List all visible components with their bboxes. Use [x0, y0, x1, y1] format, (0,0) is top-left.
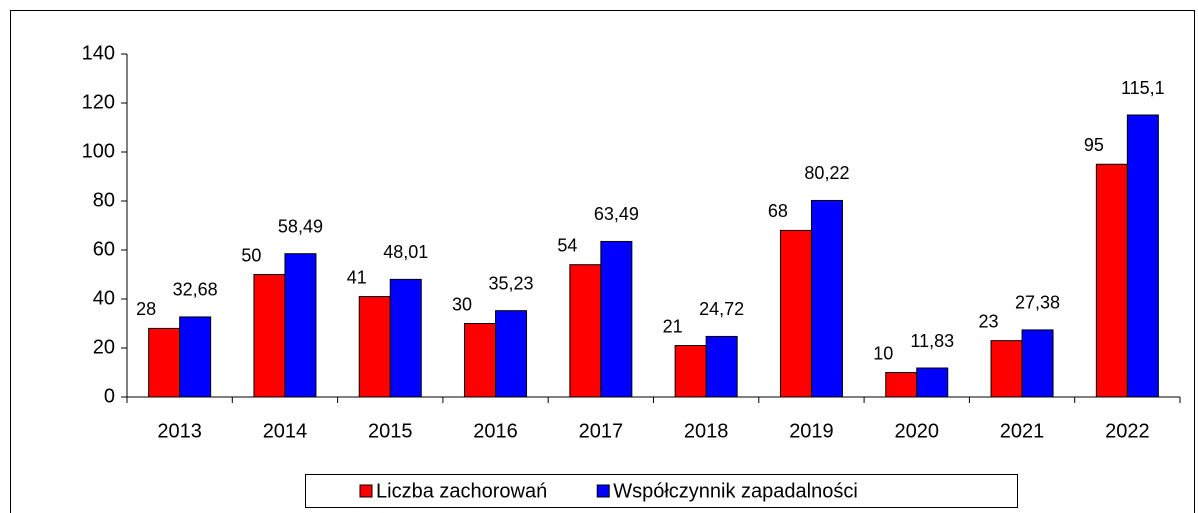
data-label: 95 [1084, 135, 1104, 155]
data-label: 58,49 [278, 216, 323, 236]
data-label: 32,68 [173, 280, 218, 300]
y-tick-label: 0 [104, 385, 115, 407]
bar [779, 229, 812, 398]
bar [569, 264, 602, 398]
bar [1095, 163, 1128, 398]
y-tick-label: 120 [82, 91, 115, 113]
data-label: 63,49 [594, 204, 639, 224]
bar [600, 240, 633, 398]
legend-label: Liczba zachorowań [376, 480, 547, 502]
data-label: 21 [663, 316, 683, 336]
bar [284, 253, 317, 398]
data-label: 30 [452, 294, 472, 314]
data-label: 27,38 [1015, 293, 1060, 313]
legend-box [305, 474, 1018, 508]
y-tick-label: 100 [82, 140, 115, 162]
data-label: 68 [768, 201, 788, 221]
data-label: 24,72 [699, 299, 744, 319]
bar [464, 323, 497, 398]
y-tick-label: 60 [93, 238, 115, 260]
bar [705, 335, 738, 398]
legend-swatch [359, 484, 373, 498]
x-tick-label: 2020 [895, 420, 940, 442]
bar [885, 372, 918, 398]
data-label: 41 [347, 267, 367, 287]
data-label: 115,1 [1121, 78, 1165, 98]
data-label: 54 [557, 235, 577, 255]
data-label: 50 [241, 245, 261, 265]
bar [358, 296, 391, 398]
bar [1021, 329, 1054, 398]
bar [674, 345, 707, 398]
x-tick-label: 2021 [1000, 420, 1045, 442]
x-tick-label: 2022 [1105, 420, 1150, 442]
y-tick-label: 140 [82, 42, 115, 64]
data-label: 48,01 [383, 242, 428, 262]
data-label: 28 [136, 299, 156, 319]
data-label: 10 [873, 343, 893, 363]
x-tick-label: 2015 [368, 420, 413, 442]
bar [810, 199, 843, 398]
bar [990, 340, 1023, 398]
legend-label: Współczynnik zapadalności [613, 480, 858, 502]
y-tick-label: 80 [93, 189, 115, 211]
data-label: 23 [979, 311, 999, 331]
x-tick-label: 2018 [684, 420, 729, 442]
x-tick-label: 2014 [263, 420, 308, 442]
bar [148, 327, 181, 398]
legend-swatch [596, 484, 610, 498]
data-label: 35,23 [489, 273, 534, 293]
x-tick-label: 2016 [473, 420, 518, 442]
bar [253, 274, 286, 398]
x-tick-label: 2017 [579, 420, 624, 442]
y-tick-label: 40 [93, 287, 115, 309]
y-tick-label: 20 [93, 336, 115, 358]
bar [916, 367, 949, 398]
bar [179, 316, 212, 398]
bar [1126, 114, 1159, 398]
data-label: 11,83 [910, 331, 954, 351]
x-tick-label: 2019 [789, 420, 834, 442]
data-label: 80,22 [804, 163, 849, 183]
bar [389, 278, 422, 398]
bar [495, 310, 528, 398]
x-tick-label: 2013 [157, 420, 202, 442]
